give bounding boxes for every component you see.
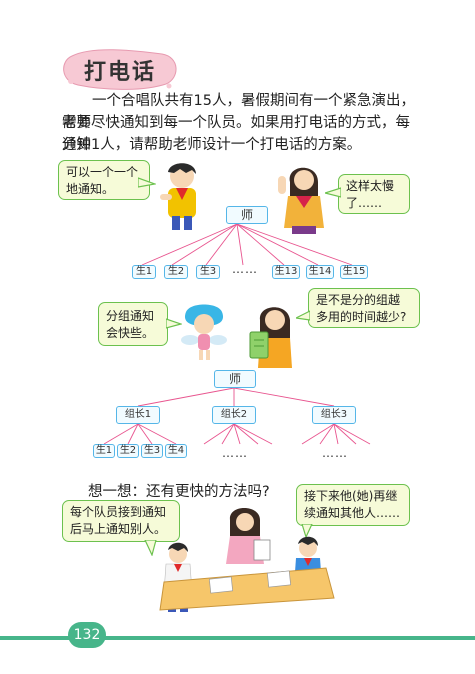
title-blob: [63, 49, 177, 90]
tree-ellipsis: ……: [222, 446, 248, 460]
bubble-text: 分组通知: [106, 309, 155, 323]
speech-bubble-one-by-one: 可以一个一个 地通知。: [58, 160, 150, 200]
bubble-tail: [301, 524, 313, 538]
tree-ellipsis: ……: [322, 446, 348, 460]
intro-line-2: 需要尽快通知到每一个队员。如果用打电话的方式，每分钟: [62, 115, 410, 153]
tree-leaf-student: 生15: [340, 265, 368, 279]
tree-ellipsis: ……: [232, 262, 258, 276]
teacher-figure: [278, 167, 324, 234]
bubble-tail: [138, 177, 156, 188]
bubble-text: 多用的时间越少?: [316, 310, 407, 324]
page-number: 132: [68, 622, 106, 648]
speech-bubble-more-groups-question: 是不是分的组越 多用的时间越少?: [308, 288, 420, 328]
think-question: 想一想：还有更快的方法吗?: [88, 484, 270, 500]
tree-leaf-student: 生3: [196, 265, 220, 279]
tree-node-group-leader: 组长1: [116, 406, 160, 424]
bubble-text: 续通知其他人……: [304, 506, 401, 520]
bubble-text: 了……: [346, 196, 383, 210]
bubble-text: 这样太慢: [346, 179, 395, 193]
bubble-text: 是不是分的组越: [316, 293, 401, 307]
fairy-figure: [181, 304, 227, 360]
tree-leaf-student: 生4: [165, 444, 187, 458]
tree-root-teacher: 师: [214, 370, 256, 388]
intro-line-1: 一个合唱队共有15人，暑假期间有一个紧急演出，老师: [62, 93, 415, 131]
tree-leaf-student: 生2: [164, 265, 188, 279]
tree-leaf-student: 生1: [132, 265, 156, 279]
bubble-tail: [296, 310, 310, 321]
tree-leaf-student: 生1: [93, 444, 115, 458]
students-at-table-illustration: [159, 508, 335, 612]
tree-leaf-student: 生2: [117, 444, 139, 458]
bubble-text: 每个队员接到通知: [70, 505, 167, 519]
bubble-tail: [144, 540, 157, 556]
bubble-text: 后马上通知别人。: [70, 522, 167, 536]
tree-leaf-student: 生13: [272, 265, 300, 279]
bubble-tail: [166, 318, 182, 329]
intro-line-3: 通知1人，请帮助老师设计一个打电话的方案。: [62, 137, 362, 153]
tree-leaf-student: 生14: [306, 265, 334, 279]
speech-bubble-groups-faster: 分组通知 会快些。: [98, 302, 168, 346]
bubble-text: 可以一个一个: [66, 165, 139, 179]
tree-node-group-leader: 组长2: [212, 406, 256, 424]
tree-root-teacher: 师: [226, 206, 268, 224]
lesson-title: 打电话: [84, 59, 157, 85]
speech-bubble-too-slow: 这样太慢 了……: [338, 174, 410, 214]
footer-bar: [0, 636, 475, 640]
speech-bubble-pass-on-immediately: 每个队员接到通知 后马上通知别人。: [62, 500, 180, 542]
bubble-text: 地通知。: [66, 182, 115, 196]
girl-with-clipboard-figure: [249, 307, 292, 368]
boy-figure: [160, 163, 196, 230]
tree-node-group-leader: 组长3: [312, 406, 356, 424]
tree-leaf-student: 生3: [141, 444, 163, 458]
speech-bubble-continue-notifying: 接下来他(她)再继 续通知其他人……: [296, 484, 410, 526]
bubble-text: 会快些。: [106, 326, 155, 340]
bubble-text: 接下来他(她)再继: [304, 489, 398, 503]
bubble-tail: [325, 187, 341, 198]
